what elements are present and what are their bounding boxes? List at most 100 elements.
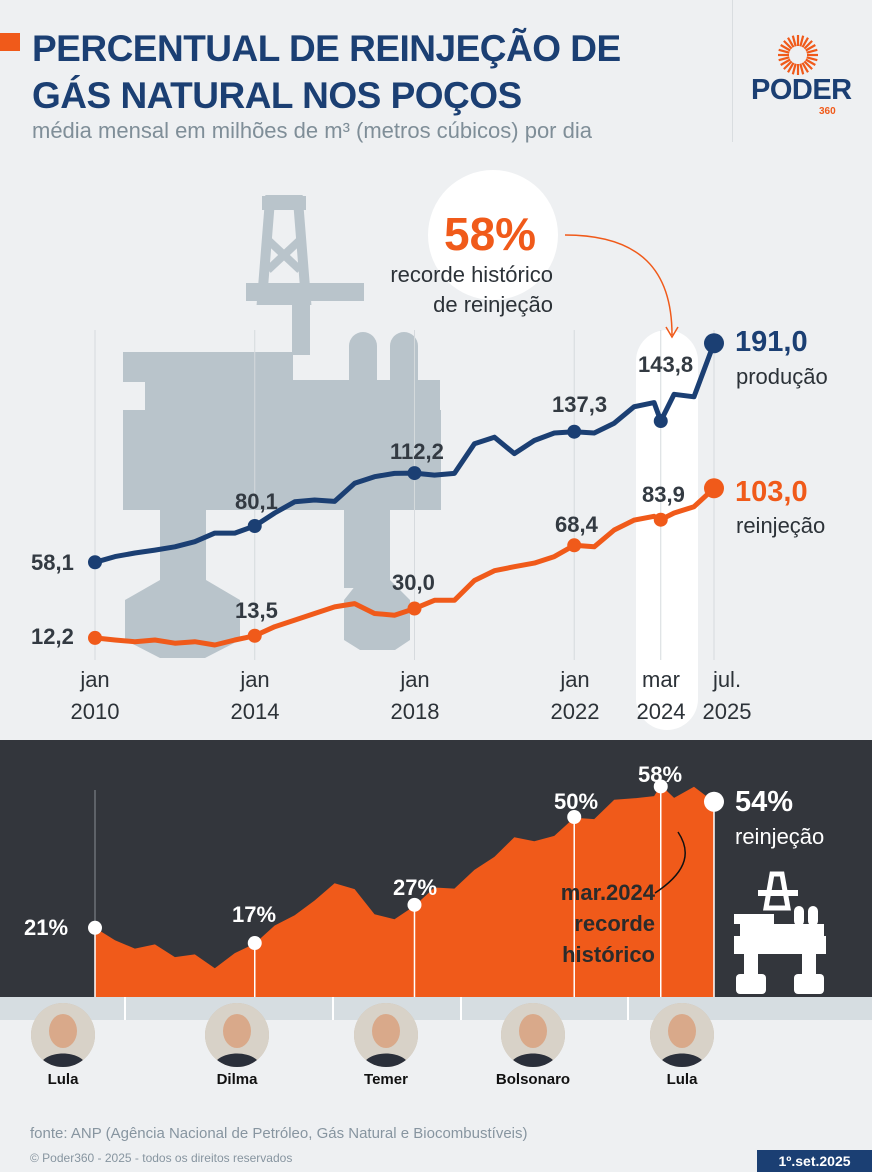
sun-ray	[778, 48, 790, 54]
sun-ray	[801, 62, 809, 73]
sun-ray	[806, 56, 818, 62]
reinjection-label-2010: 12,2	[31, 624, 74, 649]
sun-ray	[791, 35, 797, 47]
president-photo	[501, 1003, 565, 1067]
pct-label-jul2025: 54%	[735, 786, 794, 818]
record-annotation-text: recorde histórico de reinjeção	[353, 260, 553, 320]
series-point	[407, 601, 422, 616]
logo-number: 360	[819, 106, 836, 117]
sun-ray	[783, 60, 793, 70]
president-photo	[205, 1003, 269, 1067]
production-series-name: produção	[736, 364, 828, 389]
title-accent-mark	[0, 33, 20, 51]
annotation-arrowhead	[665, 326, 679, 339]
production-label-2022: 137,3	[552, 392, 608, 417]
pct-point	[247, 936, 262, 951]
production-label-2018: 112,2	[390, 439, 444, 464]
president-name: Lula	[666, 1071, 698, 1088]
reinjection-percent-area-chart	[88, 779, 724, 1020]
poder360-sun-logo-icon	[778, 35, 818, 75]
pct-point	[704, 791, 724, 812]
sun-ray	[783, 40, 793, 50]
sun-ray	[801, 37, 809, 48]
source-note: fonte: ANP (Agência Nacional de Petróleo…	[30, 1125, 528, 1142]
x-tick-2010: jan 2010	[70, 667, 120, 724]
series-point	[247, 518, 262, 533]
annotation-bubble	[428, 170, 558, 300]
pct-label-2014: 17%	[232, 902, 277, 927]
record-annotation-line1: recorde histórico	[390, 262, 553, 287]
sun-ray	[791, 63, 797, 75]
production-label-2010: 58,1	[31, 550, 74, 575]
logo-divider	[732, 0, 733, 142]
sun-ray	[787, 62, 795, 73]
sun-ray	[799, 63, 805, 75]
series-point	[247, 628, 262, 643]
president-name: Bolsonaro	[495, 1071, 571, 1088]
sun-ray	[805, 44, 816, 52]
production-label-mar2024: 143,8	[638, 352, 694, 377]
logo-wordmark: PODER	[751, 74, 852, 106]
oil-platform-illustration	[123, 170, 698, 730]
president-photo	[31, 1003, 95, 1067]
page-subtitle: média mensal em milhões de m³ (metros cú…	[32, 118, 592, 143]
production-reinjection-line-chart	[88, 234, 724, 660]
sun-ray	[787, 37, 795, 48]
series-point	[567, 538, 582, 553]
sun-ray	[803, 60, 813, 70]
reinjection-label-2022: 68,4	[555, 512, 598, 537]
x-tick-mar2024: mar 2024	[636, 667, 686, 724]
record-percent-annotation: 58%	[444, 208, 537, 260]
series-point	[407, 466, 422, 481]
pct-label-2022: 50%	[554, 789, 599, 814]
page-title-line2: GÁS NATURAL NOS POÇOS	[32, 75, 522, 116]
sun-ray	[780, 44, 791, 52]
sun-ray	[778, 56, 790, 62]
production-label-2014: 80,1	[235, 489, 278, 514]
president-name: Lula	[47, 1071, 79, 1088]
series-point	[704, 478, 724, 499]
production-end-value: 191,0	[735, 326, 808, 358]
series-point	[704, 333, 724, 354]
x-tick-2018: jan 2018	[390, 667, 440, 724]
series-point	[88, 630, 102, 645]
reinjection-label-2014: 13,5	[235, 598, 278, 623]
pct-series-name: reinjeção	[735, 824, 825, 849]
pct-point	[88, 920, 102, 935]
pct-label-2018: 27%	[393, 875, 438, 900]
reinjection-end-value: 103,0	[735, 476, 808, 508]
pct-label-2010: 21%	[24, 915, 69, 940]
record-annotation-line2: de reinjeção	[433, 292, 553, 317]
sun-ray	[805, 58, 816, 66]
president-name: Temer	[364, 1071, 408, 1088]
pct-point	[653, 779, 668, 794]
series-point	[88, 555, 102, 570]
reinjection-percent-area	[95, 785, 714, 997]
x-tick-2022: jan 2022	[550, 667, 600, 724]
president-name: Dilma	[216, 1071, 258, 1088]
x-tick-2014: jan 2014	[230, 667, 280, 724]
sun-ray	[780, 58, 791, 66]
pct-label-mar2024: 58%	[638, 762, 683, 787]
president-photo	[354, 1003, 418, 1067]
series-point	[653, 414, 668, 429]
sun-ray	[803, 40, 813, 50]
pct-point	[567, 810, 582, 824]
oil-platform-icon	[734, 871, 826, 994]
record-arrow	[654, 831, 686, 894]
reinjection-label-mar2024: 83,9	[642, 482, 685, 507]
series-point	[653, 512, 668, 527]
reinjection-label-2018: 30,0	[392, 570, 435, 595]
pct-point	[407, 897, 422, 912]
copyright-note: © Poder360 - 2025 - todos os direitos re…	[30, 1151, 293, 1165]
reinjection-series-name: reinjeção	[736, 513, 826, 538]
record-annotation-bottom: mar.2024 recorde histórico	[560, 880, 655, 967]
sun-ray	[799, 35, 805, 47]
page-title-line1: PERCENTUAL DE REINJEÇÃO DE	[32, 28, 621, 69]
publication-date-badge: 1º.set.2025	[757, 1150, 872, 1172]
president-photo	[650, 1003, 714, 1067]
record-highlight-band	[636, 330, 698, 730]
annotation-arrow	[564, 234, 673, 336]
sun-ray	[806, 48, 818, 54]
series-point	[567, 424, 582, 439]
